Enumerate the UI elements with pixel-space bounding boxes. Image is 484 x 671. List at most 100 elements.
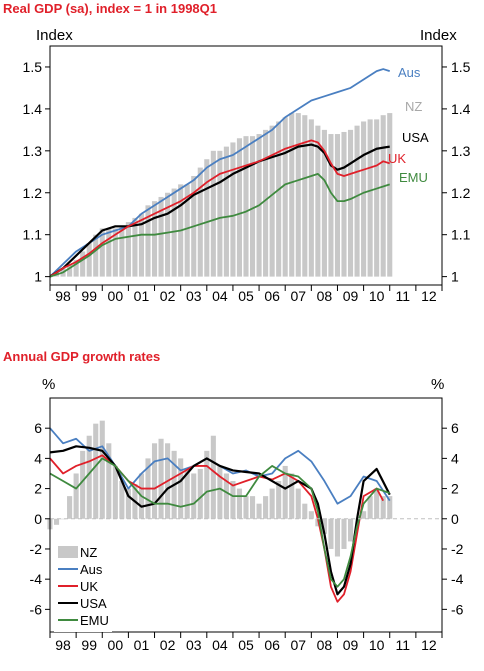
chart1-nz-bars xyxy=(47,113,393,278)
chart2-nz-bar xyxy=(302,503,308,519)
chart1-nz-bar xyxy=(171,188,177,277)
chart1-series-labels: Aus NZ USA UK EMU xyxy=(388,65,429,185)
chart1-ytick-label-left: 1.3 xyxy=(23,143,43,159)
chart1-nz-bar xyxy=(132,217,138,277)
chart1-nz-bar xyxy=(295,113,301,277)
chart2-xtick-label: 08 xyxy=(317,637,333,653)
chart2-ytick-label-left: 4 xyxy=(34,450,42,466)
chart1-nz-bar xyxy=(276,121,282,277)
chart1-ylabel-left: Index xyxy=(36,27,73,44)
chart1-nz-bar xyxy=(204,159,210,277)
chart1-xtick-label: 08 xyxy=(317,288,333,304)
chart2-ytick-label-right: -2 xyxy=(451,541,464,557)
chart2-nz-bar xyxy=(387,496,393,519)
chart1-nz-bar xyxy=(93,234,99,277)
chart1-nz-bar xyxy=(158,196,164,277)
chart2-line-emu xyxy=(49,457,391,588)
chart2-ytick-label-right: -4 xyxy=(451,571,464,587)
chart2-ylabel-left: % xyxy=(42,376,55,393)
chart2-nz-bar xyxy=(119,481,125,519)
chart2-xtick-label: 99 xyxy=(81,637,97,653)
chart1-nz-bar xyxy=(230,142,236,277)
chart1-nz-bar xyxy=(86,243,92,277)
chart2-nz-bar xyxy=(289,473,295,519)
chart1-nz-bar xyxy=(184,184,190,277)
chart1-nz-bar xyxy=(138,213,145,277)
chart2-axes: 6 64 42 20 0-2 -2-4 -4-6 -698 99 00 01 02 03 04 05 06 07… xyxy=(30,397,464,653)
chart2-xtick-label: 06 xyxy=(264,637,280,653)
chart1-xtick-label: 05 xyxy=(238,288,254,304)
chart1-nz-bar xyxy=(217,150,223,277)
chart1-ytick-label-right: 1.1 xyxy=(451,227,471,243)
chart1-nz-bar xyxy=(99,228,105,277)
chart1-series-label-emu: EMU xyxy=(399,170,428,185)
chart2-nz-bar xyxy=(106,443,112,519)
chart2-xtick-label: 10 xyxy=(369,637,385,653)
chart1-ytick-label-right: 1.2 xyxy=(451,185,471,201)
chart1-nz-bar xyxy=(243,136,249,277)
chart2-plot-frame xyxy=(49,397,443,633)
chart2-legend-label-aus: Aus xyxy=(80,562,103,577)
chart2-nz-bar xyxy=(53,518,60,525)
chart1-nz-bar xyxy=(269,125,275,277)
chart2-ytick-label-left: 2 xyxy=(34,481,42,497)
chart2-nz-bar xyxy=(328,518,334,549)
chart1-nz-bar xyxy=(223,146,229,277)
chart1-xtick-label: 07 xyxy=(290,288,306,304)
chart2-nz-bar xyxy=(374,488,380,519)
chart1-ytick-label-left: 1.5 xyxy=(23,59,43,75)
chart2-ytick-label-left: 0 xyxy=(34,511,42,527)
chart2-ytick-label-right: 4 xyxy=(451,450,459,466)
chart2-legend-swatch-nz xyxy=(58,546,78,558)
chart1-nz-bar xyxy=(151,201,158,277)
chart2-xtick-label: 01 xyxy=(134,637,150,653)
chart1-xtick-label: 10 xyxy=(369,288,385,304)
chart2-xtick-label: 00 xyxy=(108,637,124,653)
chart2-nz-bar xyxy=(223,473,229,519)
chart2-nz-bar xyxy=(191,473,197,519)
chart2-ytick-label-left: -4 xyxy=(30,571,43,587)
chart2-nz-bar xyxy=(67,496,73,519)
chart2-nz-bar xyxy=(282,465,288,519)
chart1-nz-bar xyxy=(361,121,367,277)
chart1-series-label-aus: Aus xyxy=(398,65,421,80)
chart1-ytick-label-right: 1.5 xyxy=(451,59,471,75)
chart1-nz-bar xyxy=(315,125,321,277)
chart2-nz-bar xyxy=(347,518,354,542)
chart2-xtick-label: 12 xyxy=(421,637,437,653)
chart2-xtick-label: 05 xyxy=(238,637,254,653)
chart1-xtick-label: 06 xyxy=(264,288,280,304)
chart1-nz-bar xyxy=(145,205,151,277)
chart2-nz-bar xyxy=(249,496,256,519)
chart2-ytick-label-left: -6 xyxy=(30,601,43,617)
chart2-nz-bar xyxy=(230,481,236,519)
chart1-nz-bar xyxy=(347,129,354,277)
chart1-line-usa xyxy=(49,143,390,278)
chart1-title: Real GDP (sa), index = 1 in 1998Q1 xyxy=(3,1,217,16)
chart1-xtick-label: 09 xyxy=(343,288,359,304)
chart1-nz-bar xyxy=(210,150,216,277)
chart2-xtick-label: 04 xyxy=(212,637,228,653)
chart2-nz-bar xyxy=(125,488,131,519)
chart2-nz-bar xyxy=(158,438,164,519)
chart2-xtick-label: 98 xyxy=(55,637,71,653)
chart1-nz-bar xyxy=(197,167,203,277)
chart1-nz-bar xyxy=(67,264,73,277)
chart1-nz-bar xyxy=(106,228,112,277)
chart2-nz-bar xyxy=(184,468,190,519)
chart1-ytick-label-left: 1.2 xyxy=(23,185,43,201)
chart2-nz-bar xyxy=(73,473,79,519)
chart2-nz-bar xyxy=(269,488,275,519)
chart2-nz-bar xyxy=(60,518,66,520)
chart2-ytick-label-right: 6 xyxy=(451,420,459,436)
chart1-ytick-label-left: 1.1 xyxy=(23,227,43,243)
chart2-ytick-label-right: -6 xyxy=(451,601,464,617)
chart1-series-label-nz: NZ xyxy=(405,99,422,114)
chart1-ylabel-right: Index xyxy=(420,27,457,44)
chart2-ytick-label-right: 2 xyxy=(451,481,459,497)
chart2-ytick-label-left: 6 xyxy=(34,420,42,436)
chart2-nz-bar xyxy=(204,450,210,519)
chart1-xtick-label: 02 xyxy=(160,288,176,304)
chart2-nz-bar xyxy=(210,435,216,519)
